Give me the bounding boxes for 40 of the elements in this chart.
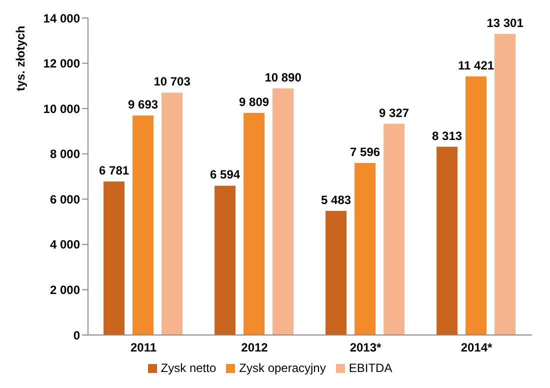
bar [494, 34, 516, 335]
bar [436, 146, 458, 335]
x-tick-label: 2014* [460, 340, 493, 355]
data-label: 6 594 [210, 168, 240, 182]
y-tick-label: 10 000 [43, 102, 80, 116]
bar [354, 163, 376, 335]
data-label: 8 313 [432, 128, 462, 143]
data-label: 6 781 [99, 163, 130, 178]
data-label: 9 693 [128, 98, 158, 112]
y-tick-label: 6 000 [50, 192, 80, 206]
y-tick-label: 14 000 [43, 11, 80, 26]
data-label: 10 703 [154, 74, 191, 89]
bar [466, 76, 487, 335]
data-label: 11 421 [458, 58, 494, 72]
y-axis-title: tys. złotych [13, 26, 28, 92]
y-tick-label: 0 [73, 328, 80, 342]
x-tick-label: 2011 [130, 340, 157, 355]
bar [384, 124, 405, 335]
data-label: 5 483 [321, 192, 352, 207]
y-tick-label: 12 000 [43, 56, 80, 71]
data-label: 9 809 [239, 94, 270, 109]
legend-label: Zysk operacyjny [239, 361, 326, 375]
data-label: 9 327 [379, 106, 410, 120]
data-label: 13 301 [486, 16, 524, 30]
data-label: 7 596 [350, 145, 380, 160]
y-tick-label: 4 000 [50, 238, 80, 252]
bar [132, 116, 154, 335]
x-tick-label: 2012 [241, 340, 268, 355]
data-label: 10 890 [264, 70, 302, 84]
y-tick-label: 8 000 [50, 147, 80, 162]
bar [244, 112, 265, 335]
bar [272, 88, 294, 335]
y-tick-label: 2 000 [50, 282, 80, 297]
bar [162, 92, 183, 335]
bar [104, 181, 125, 335]
x-tick-label: 2013* [350, 340, 382, 355]
bar [326, 210, 347, 335]
bar [214, 186, 236, 335]
legend-label: Zysk netto [160, 361, 216, 375]
legend-label: EBITDA [348, 361, 392, 375]
